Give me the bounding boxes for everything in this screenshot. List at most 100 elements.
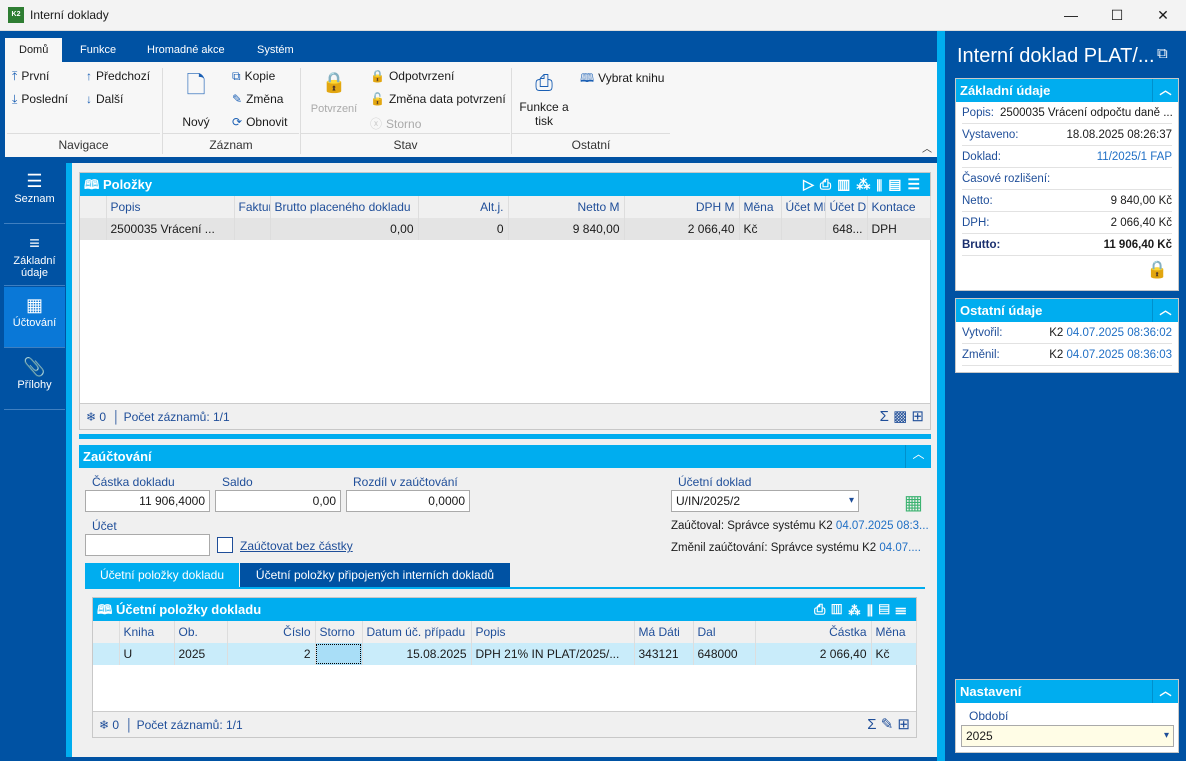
zakladni-title: Základní údaje bbox=[960, 83, 1051, 98]
obdobi-value: 2025 bbox=[966, 729, 993, 743]
rozdil-field[interactable]: 0,0000 bbox=[346, 490, 470, 512]
tab-system[interactable]: Systém bbox=[257, 44, 294, 56]
cell: 343121 bbox=[634, 643, 694, 665]
nastaveni-title: Nastavení bbox=[960, 684, 1022, 699]
saldo-field[interactable]: 0,00 bbox=[215, 490, 341, 512]
toolbar-icons[interactable]: ⎙▥⁂⫴▤☰ bbox=[814, 601, 912, 617]
bez-castky-label[interactable]: Zaúčtovat bez částky bbox=[240, 539, 353, 553]
cell: 648000 bbox=[693, 643, 756, 665]
previous-label: Předchozí bbox=[96, 69, 151, 83]
col-storno[interactable]: Storno bbox=[315, 621, 363, 643]
toolbar-icons[interactable]: ▷⎙▥⁂⫴▤☰ bbox=[803, 176, 926, 192]
castka-field[interactable]: 11 906,4000 bbox=[85, 490, 210, 512]
confirm-button[interactable]: 🔒 Potvrzení bbox=[308, 70, 360, 115]
refresh-button[interactable]: ⟳ Obnovit bbox=[232, 115, 287, 129]
snowflake-icon: ❄ bbox=[86, 410, 97, 424]
collapse-icon[interactable]: ︿ bbox=[1152, 79, 1178, 102]
copy-button[interactable]: ⧉ Kopie bbox=[232, 69, 275, 84]
col-datum[interactable]: Datum úč. případu bbox=[362, 621, 472, 643]
col-popis[interactable]: Popis bbox=[471, 621, 635, 643]
col-dph[interactable]: DPH M bbox=[624, 196, 740, 218]
col-ucet-d[interactable]: Účet D bbox=[825, 196, 868, 218]
collapse-icon[interactable]: ︿ bbox=[1152, 680, 1178, 703]
col-mena[interactable]: Měna bbox=[739, 196, 782, 218]
col-mena[interactable]: Měna bbox=[871, 621, 917, 643]
collapse-icon[interactable]: ︿ bbox=[905, 445, 931, 468]
change-date-button[interactable]: 🔓 Změna data potvrzení bbox=[370, 92, 506, 106]
first-button[interactable]: ⤒ První bbox=[12, 69, 49, 84]
tab-hromadne-akce[interactable]: Hromadné akce bbox=[147, 44, 225, 56]
tab-domu[interactable]: Domů bbox=[5, 38, 63, 62]
polozky-footer: ❄ 0 │ Počet záznamů: 1/1 Σ ▩ ⊞ bbox=[80, 403, 930, 429]
ucet-field[interactable] bbox=[85, 534, 210, 556]
previous-button[interactable]: ↑ Předchozí bbox=[86, 69, 150, 83]
lock-icon: 🔒 bbox=[370, 69, 385, 83]
zauctovani-title: Zaúčtování bbox=[79, 445, 931, 468]
table-header: Popis Faktur Brutto placeného dokladu Alt.j… bbox=[80, 196, 931, 218]
tab-funkce[interactable]: Funkce bbox=[80, 44, 117, 56]
col-ob[interactable]: Ob. bbox=[174, 621, 228, 643]
row-label: Časové rozlišení: bbox=[962, 173, 1051, 185]
collapse-icon[interactable]: ︿ bbox=[1152, 299, 1178, 322]
title-bar: K2 Interní doklady — ☐ ✕ bbox=[0, 0, 1186, 31]
minimize-button[interactable]: — bbox=[1064, 7, 1078, 23]
col-dal[interactable]: Dal bbox=[693, 621, 756, 643]
col-altj[interactable]: Alt.j. bbox=[418, 196, 509, 218]
obdobi-select[interactable]: 2025 ▾ bbox=[961, 725, 1174, 747]
col-cislo[interactable]: Číslo bbox=[227, 621, 316, 643]
col-ucet-mi[interactable]: Účet MI bbox=[781, 196, 826, 218]
col-kontace[interactable]: Kontace bbox=[867, 196, 931, 218]
close-button[interactable]: ✕ bbox=[1157, 7, 1169, 23]
sum-icon[interactable]: Σ ▩ ⊞ bbox=[879, 408, 924, 425]
next-label: Další bbox=[96, 92, 124, 106]
last-button[interactable]: ⤓ Poslední bbox=[12, 92, 68, 107]
table-row[interactable]: 2500035 Vrácení ... 0,00 0 9 840,00 2 066,40… bbox=[80, 218, 931, 240]
col-kniha[interactable]: Kniha bbox=[119, 621, 175, 643]
nav-seznam[interactable]: ☰ Seznam bbox=[4, 163, 65, 224]
date: 04.07.2025 08:36:03 bbox=[1066, 349, 1172, 361]
edit-button[interactable]: ✎ Změna bbox=[232, 92, 283, 106]
maximize-button[interactable]: ☐ bbox=[1110, 7, 1124, 23]
row-value[interactable]: 11/2025/1 FAP bbox=[1096, 151, 1172, 163]
ucetni-panel: 🕮 Účetní položky dokladu ⎙▥⁂⫴▤☰ Kniha Ob.… bbox=[92, 597, 917, 738]
collapse-ribbon-icon[interactable]: ︿ bbox=[922, 144, 932, 155]
col-ma-dati[interactable]: Má Dáti bbox=[634, 621, 694, 643]
zmenil-info: Změnil zaúčtování: Správce systému K2 04… bbox=[671, 542, 921, 554]
external-link-icon[interactable]: ⧉ bbox=[1157, 45, 1168, 62]
cell: 0 bbox=[418, 218, 509, 240]
zmenil-row: Změnil: K2 04.07.2025 08:36:03 bbox=[962, 344, 1172, 366]
group-navigace: Navigace bbox=[7, 133, 160, 155]
nav-prilohy[interactable]: 📎 Přílohy bbox=[4, 349, 65, 410]
sum-icon[interactable]: Σ ✎ ⊞ bbox=[867, 716, 910, 733]
calculator-icon[interactable]: ▦ bbox=[904, 492, 923, 514]
nav-uctovani[interactable]: ▦ Účtování bbox=[4, 287, 65, 348]
select-book-button[interactable]: 🕮 Vybrat knihu bbox=[580, 69, 664, 90]
table-row[interactable]: U 2025 2 15.08.2025 DPH 21% IN PLAT/2025/...… bbox=[93, 643, 917, 665]
col-popis[interactable]: Popis bbox=[106, 196, 235, 218]
group-stav: Stav bbox=[301, 133, 510, 155]
cell[interactable] bbox=[315, 643, 363, 665]
book-icon: 🕮 bbox=[580, 71, 595, 85]
unconfirm-button[interactable]: 🔒 Odpotvrzení bbox=[370, 69, 454, 83]
col-netto[interactable]: Netto M bbox=[508, 196, 625, 218]
col-brutto[interactable]: Brutto placeného dokladu bbox=[270, 196, 419, 218]
new-button[interactable]: 🗋 Nový bbox=[178, 68, 214, 129]
col-faktur[interactable]: Faktur bbox=[234, 196, 271, 218]
panel-splitter[interactable] bbox=[937, 31, 945, 761]
splitter[interactable] bbox=[79, 434, 931, 439]
doklad-select[interactable]: U/IN/2025/2 ▾ bbox=[671, 490, 859, 512]
popis-row: Popis: 2500035 Vrácení odpočtu daně ... bbox=[962, 102, 1172, 124]
col-castka[interactable]: Částka bbox=[755, 621, 872, 643]
zakladni-header: Základní údaje ︿ bbox=[956, 79, 1178, 102]
bez-castky-checkbox[interactable] bbox=[217, 537, 233, 553]
tab-pripojene-doklady[interactable]: Účetní položky připojených interních dok… bbox=[240, 563, 510, 588]
popis-label: Popis: bbox=[962, 107, 994, 119]
print-button[interactable]: ⎙ Funkce a tisk bbox=[518, 70, 570, 128]
polozky-table: Popis Faktur Brutto placeného dokladu Alt.j… bbox=[80, 196, 931, 240]
tab-ucetni-polozky[interactable]: Účetní položky dokladu bbox=[85, 563, 239, 588]
next-button[interactable]: ↓ Další bbox=[86, 92, 123, 106]
last-label: Poslední bbox=[21, 92, 69, 106]
nav-zakladni-udaje[interactable]: ≡ Základní údaje bbox=[4, 225, 65, 286]
print-label: Funkce a tisk bbox=[519, 100, 569, 128]
storno-button[interactable]: ⓧ Storno bbox=[370, 115, 421, 132]
